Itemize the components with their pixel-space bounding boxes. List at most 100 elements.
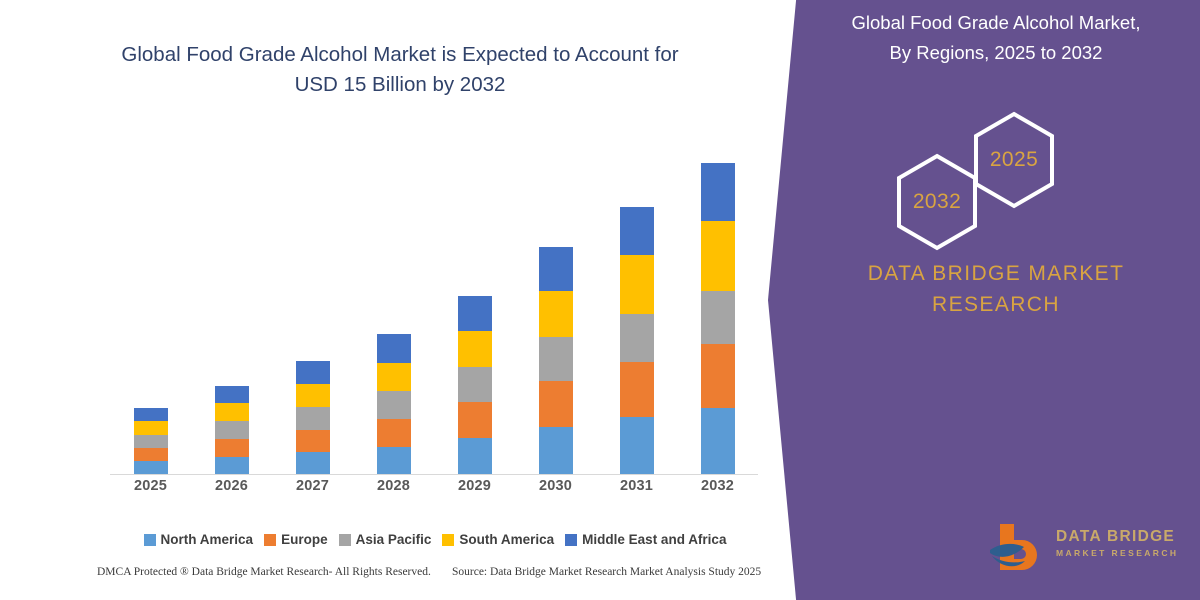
x-axis-tick-label: 2027 xyxy=(295,478,330,494)
bar-segment xyxy=(376,334,411,363)
chart-legend: North America Europe Asia Pacific South Ame… xyxy=(110,532,760,547)
chart-title-line-2: USD 15 Billion by 2032 xyxy=(294,73,506,96)
stacked-bar-group xyxy=(110,130,758,474)
legend-item[interactable]: North America xyxy=(143,532,253,547)
legend-swatch-icon xyxy=(143,533,156,546)
bar-segment xyxy=(457,367,492,402)
bar-segment xyxy=(538,337,573,381)
footer: DMCA Protected ® Data Bridge Market Rese… xyxy=(0,566,800,590)
stacked-bar[interactable] xyxy=(295,361,330,474)
stacked-bar[interactable] xyxy=(457,296,492,474)
bar-segment xyxy=(133,435,168,448)
bar-segment xyxy=(457,402,492,438)
bar-segment xyxy=(133,408,168,421)
legend-item[interactable]: Asia Pacific xyxy=(338,532,432,547)
bar-segment xyxy=(295,430,330,452)
bar-segment xyxy=(133,448,168,461)
stacked-bar[interactable] xyxy=(619,207,654,474)
legend-label: Europe xyxy=(281,532,328,547)
legend-swatch-icon xyxy=(264,533,277,546)
bar-segment xyxy=(295,361,330,384)
side-panel-title-line-2: By Regions, 2025 to 2032 xyxy=(889,42,1103,63)
bar-column xyxy=(111,130,191,474)
side-panel-title: Global Food Grade Alcohol Market, By Reg… xyxy=(806,8,1186,68)
brand-wordmark: DATA BRIDGE MARKET RESEARCH xyxy=(806,258,1186,320)
brand-wordmark-line-1: DATA BRIDGE MARKET xyxy=(867,262,1125,285)
bar-column xyxy=(516,130,596,474)
bar-column xyxy=(273,130,353,474)
stacked-bar[interactable] xyxy=(133,408,168,474)
x-axis-tick-label: 2031 xyxy=(619,478,654,494)
bar-segment xyxy=(538,427,573,474)
bar-segment xyxy=(457,331,492,367)
bar-segment xyxy=(700,344,735,408)
data-bridge-logo-icon xyxy=(990,524,1037,570)
hexagon-badges: 2032 2025 xyxy=(768,0,1200,600)
footer-copyright: DMCA Protected ® Data Bridge Market Rese… xyxy=(97,566,431,578)
legend-label: South America xyxy=(459,532,555,547)
bar-column xyxy=(354,130,434,474)
stacked-bar[interactable] xyxy=(700,163,735,474)
logo-tagline: MARKET RESEARCH xyxy=(1056,548,1179,558)
bar-segment xyxy=(619,362,654,417)
bar-segment xyxy=(457,296,492,331)
bar-segment xyxy=(376,447,411,474)
bar-segment xyxy=(376,419,411,447)
bar-segment xyxy=(133,421,168,435)
side-panel-title-line-1: Global Food Grade Alcohol Market, xyxy=(851,12,1141,33)
bar-segment xyxy=(295,384,330,407)
hexagon-badge-2032: 2032 xyxy=(893,152,981,252)
stacked-bar[interactable] xyxy=(376,334,411,474)
bar-segment xyxy=(214,421,249,439)
bar-segment xyxy=(214,386,249,403)
hexagon-badge-2032-label: 2032 xyxy=(912,190,962,213)
chart-title: Global Food Grade Alcohol Market is Expe… xyxy=(60,40,740,100)
brand-wordmark-line-2: RESEARCH xyxy=(932,293,1060,316)
legend-label: Middle East and Africa xyxy=(582,532,727,547)
bar-segment xyxy=(295,452,330,474)
bar-segment xyxy=(214,457,249,474)
x-axis-line xyxy=(110,473,758,475)
legend-swatch-icon xyxy=(338,533,351,546)
x-axis-tick-label: 2026 xyxy=(214,478,249,494)
side-panel: Global Food Grade Alcohol Market, By Reg… xyxy=(768,0,1200,600)
bar-segment xyxy=(214,403,249,421)
bar-segment xyxy=(457,438,492,474)
chart-panel: Global Food Grade Alcohol Market is Expe… xyxy=(0,40,800,590)
bar-column xyxy=(435,130,515,474)
bar-segment xyxy=(538,381,573,427)
bar-segment xyxy=(133,461,168,474)
x-axis-tick-label: 2030 xyxy=(538,478,573,494)
bar-segment xyxy=(214,439,249,457)
bar-column xyxy=(678,130,758,474)
bar-segment xyxy=(619,314,654,362)
stacked-bar[interactable] xyxy=(214,386,249,474)
legend-item[interactable]: Middle East and Africa xyxy=(565,532,726,547)
company-logo: DATA BRIDGE MARKET RESEARCH xyxy=(986,520,1186,576)
logo-company-name: DATA BRIDGE xyxy=(1056,528,1176,545)
bar-column xyxy=(192,130,272,474)
bar-segment xyxy=(376,391,411,419)
x-axis-tick-label: 2029 xyxy=(457,478,492,494)
x-axis-labels: 2025 2026 2027 2028 2029 2030 2031 2032 xyxy=(110,478,758,494)
bar-segment xyxy=(295,407,330,430)
bar-segment xyxy=(700,163,735,221)
hexagon-badge-2025-label: 2025 xyxy=(989,148,1039,171)
bar-segment xyxy=(376,363,411,391)
bar-segment xyxy=(538,291,573,337)
x-axis-tick-label: 2025 xyxy=(133,478,168,494)
legend-swatch-icon xyxy=(442,533,455,546)
legend-item[interactable]: South America xyxy=(442,532,554,547)
stacked-bar[interactable] xyxy=(538,247,573,474)
hexagon-outline-icon xyxy=(974,111,1054,209)
hexagon-badge-2025: 2025 xyxy=(970,110,1058,210)
x-axis-tick-label: 2028 xyxy=(376,478,411,494)
logo-text: DATA BRIDGE MARKET RESEARCH xyxy=(1056,528,1178,560)
bar-segment xyxy=(700,221,735,291)
legend-label: Asia Pacific xyxy=(355,532,432,547)
bar-segment xyxy=(619,255,654,314)
bar-segment xyxy=(619,417,654,474)
footer-source: Source: Data Bridge Market Research Mark… xyxy=(452,566,762,578)
legend-item[interactable]: Europe xyxy=(264,532,328,547)
